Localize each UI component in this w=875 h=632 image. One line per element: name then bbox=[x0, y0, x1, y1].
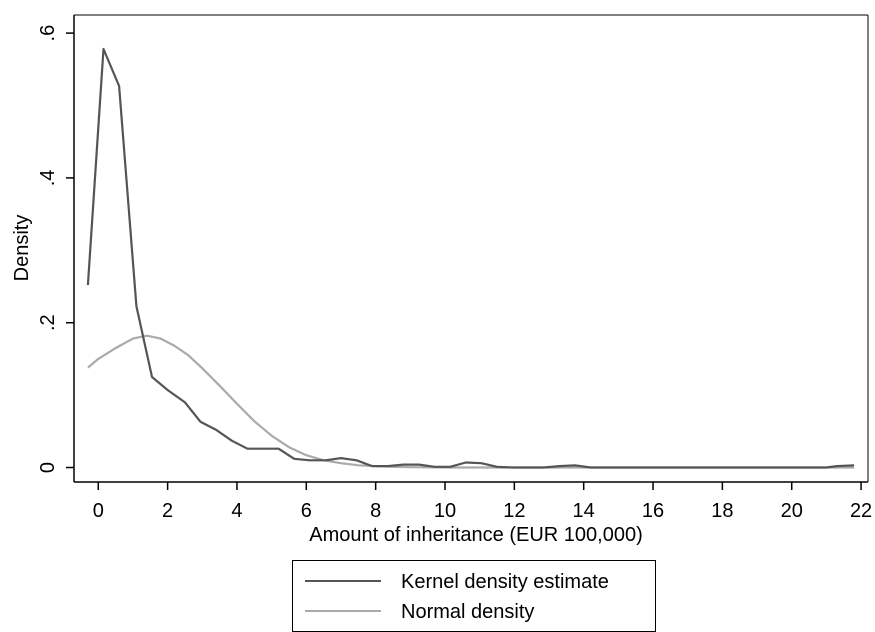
x-tick-label: 2 bbox=[162, 500, 173, 522]
x-tick-label: 18 bbox=[711, 500, 733, 522]
x-tick-label: 0 bbox=[93, 500, 104, 522]
x-ticks: 0 2 4 6 8 10 12 14 16 18 20 22 bbox=[93, 482, 872, 522]
x-tick-label: 14 bbox=[573, 500, 595, 522]
y-tick-label: .4 bbox=[37, 170, 59, 187]
x-tick-label: 4 bbox=[231, 500, 242, 522]
x-tick-label: 10 bbox=[434, 500, 456, 522]
x-tick-label: 8 bbox=[370, 500, 381, 522]
y-tick-label: 0 bbox=[37, 462, 59, 473]
legend-swatch-kernel bbox=[305, 580, 381, 582]
x-axis-label: Amount of inheritance (EUR 100,000) bbox=[309, 524, 643, 546]
y-axis-label: Density bbox=[11, 215, 33, 282]
y-tick-label: .2 bbox=[37, 314, 59, 331]
series-line-kernel-density bbox=[86, 47, 855, 469]
legend: Kernel density estimate Normal density bbox=[292, 560, 656, 632]
legend-item-kernel: Kernel density estimate bbox=[293, 567, 655, 595]
y-tick-label: .6 bbox=[37, 25, 59, 42]
series-lines bbox=[86, 47, 855, 469]
x-tick-label: 20 bbox=[781, 500, 803, 522]
y-ticks: 0 .2 .4 .6 bbox=[37, 25, 74, 473]
legend-item-normal: Normal density bbox=[293, 597, 655, 625]
x-tick-label: 16 bbox=[642, 500, 664, 522]
legend-swatch-normal bbox=[305, 610, 381, 612]
x-tick-label: 6 bbox=[301, 500, 312, 522]
x-tick-label: 22 bbox=[850, 500, 872, 522]
legend-label-normal: Normal density bbox=[401, 601, 535, 623]
legend-label-kernel: Kernel density estimate bbox=[401, 571, 609, 593]
x-tick-label: 12 bbox=[503, 500, 525, 522]
series-line-normal-density bbox=[87, 334, 855, 469]
